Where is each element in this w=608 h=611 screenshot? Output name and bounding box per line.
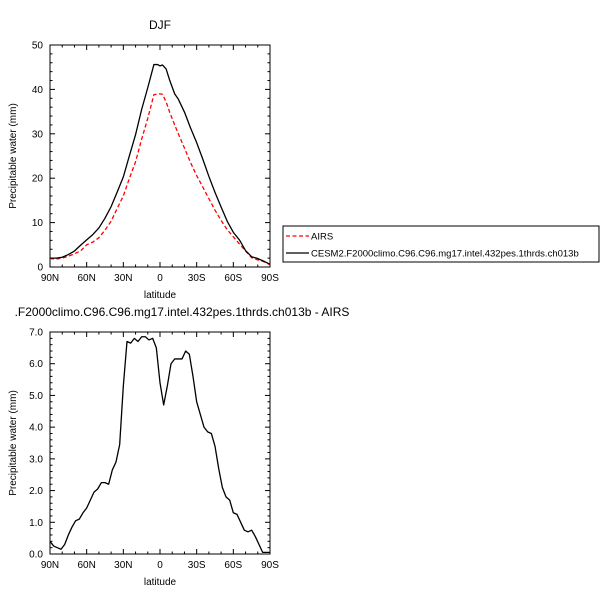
y-tick-label: 20	[32, 174, 44, 185]
y-axis-label: Precipitable water (mm)	[8, 390, 19, 496]
chart-title: .F2000climo.C96.C96.mg17.intel.432pes.1t…	[15, 305, 350, 319]
y-tick-label: 0	[37, 263, 43, 274]
y-tick-label: 1.0	[29, 518, 43, 529]
y-tick-label: 2.0	[29, 486, 43, 497]
y-tick-label: 5.0	[29, 391, 43, 402]
chart-title: DJF	[149, 18, 171, 32]
x-tick-label: 30N	[114, 560, 132, 571]
y-tick-label: 0.0	[29, 550, 43, 561]
x-tick-label: 30S	[188, 273, 206, 284]
y-tick-label: 30	[32, 129, 44, 140]
y-tick-label: 3.0	[29, 454, 43, 465]
y-axis-label: Precipitable water (mm)	[8, 103, 19, 209]
y-tick-label: 7.0	[29, 328, 43, 339]
bottom-panel-difference: 90N 60N 30N 0 30S 60S 90S 0.0 1.0 2.0 3.0 4.0 5.0 6.0…	[8, 305, 349, 588]
x-tick-label: 0	[157, 560, 163, 571]
x-tick-label: 30N	[114, 273, 132, 284]
series-line-cesm2	[50, 63, 271, 265]
y-tick-label: 10	[32, 218, 44, 229]
x-axis-label: latitude	[144, 290, 177, 301]
x-tick-label: 30S	[188, 560, 206, 571]
x-axis-label: latitude	[144, 577, 177, 588]
series-line-difference	[49, 336, 270, 554]
x-tick-label: 90S	[261, 273, 279, 284]
x-tick-label: 90N	[41, 560, 59, 571]
legend-label: CESM2.F2000climo.C96.C96.mg17.intel.432p…	[311, 249, 579, 260]
y-tick-label: 6.0	[29, 359, 43, 370]
x-tick-label: 60S	[224, 560, 242, 571]
x-tick-label: 60N	[77, 273, 95, 284]
plot-frame	[49, 44, 271, 268]
y-tick-label: 40	[32, 85, 44, 96]
series-line-airs	[49, 93, 271, 266]
legend-box	[282, 225, 600, 263]
legend-label: AIRS	[311, 232, 333, 243]
top-panel-djf: 90N 60N 30N 0 30S 60S 90S 0 10 20 30 40 50 latitude Pr…	[8, 18, 279, 301]
x-tick-label: 60S	[224, 273, 242, 284]
x-tick-label: 0	[157, 273, 163, 284]
x-tick-label: 90N	[41, 273, 59, 284]
x-tick-label: 60N	[77, 560, 95, 571]
y-tick-label: 4.0	[29, 423, 43, 434]
y-tick-label: 50	[32, 41, 44, 52]
plot-frame	[49, 331, 271, 555]
x-tick-label: 90S	[261, 560, 279, 571]
legend: AIRS CESM2.F2000climo.C96.C96.mg17.intel.…	[282, 225, 600, 263]
